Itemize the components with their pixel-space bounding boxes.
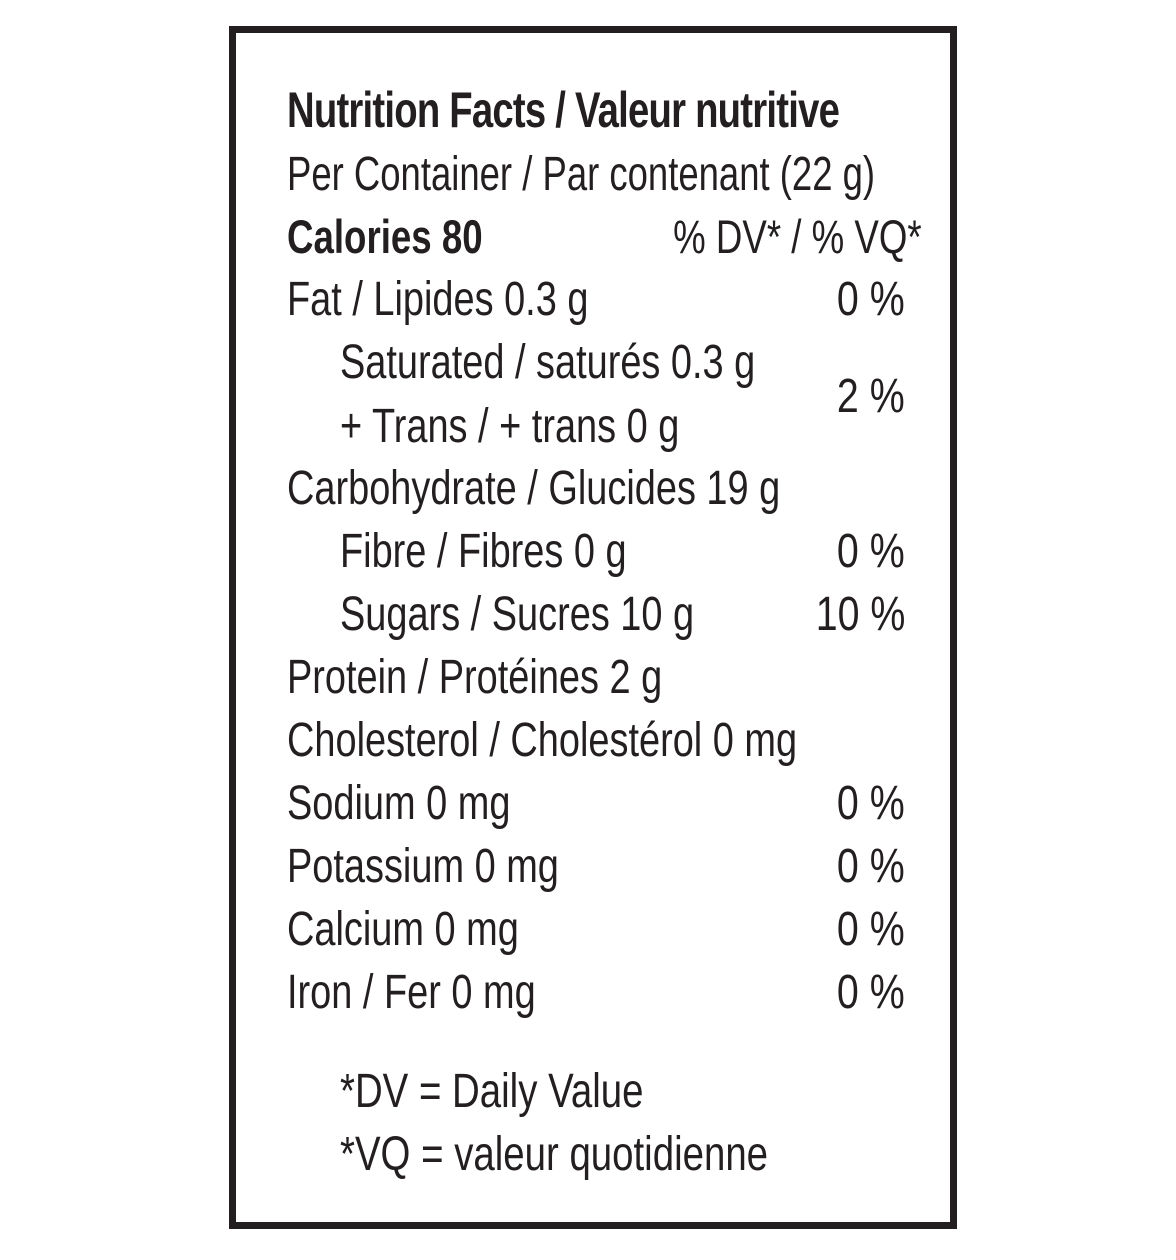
- nutrient-fibre-dv: 0 %: [837, 525, 905, 578]
- nutrient-fibre: Fibre / Fibres 0 g: [340, 525, 627, 578]
- nutrient-iron-dv: 0 %: [837, 966, 905, 1019]
- calories: Calories 80: [287, 210, 483, 263]
- label-title: Nutrition Facts / Valeur nutritive: [287, 82, 840, 138]
- nutrient-potassium-dv: 0 %: [837, 840, 905, 893]
- nutrient-saturated-trans-dv: 2 %: [837, 370, 905, 423]
- footnote-vq: *VQ = valeur quotidienne: [340, 1128, 769, 1181]
- nutrient-protein: Protein / Protéines 2 g: [287, 651, 663, 704]
- nutrient-sugars-dv: 10 %: [815, 588, 905, 641]
- nutrient-iron: Iron / Fer 0 mg: [287, 966, 536, 1019]
- nutrient-calcium-dv: 0 %: [837, 903, 905, 956]
- nutrient-sugars: Sugars / Sucres 10 g: [340, 588, 695, 641]
- nutrient-fat: Fat / Lipides 0.3 g: [287, 273, 589, 326]
- serving-size: Per Container / Par contenant (22 g): [287, 148, 876, 201]
- nutrient-cholesterol: Cholesterol / Cholestérol 0 mg: [287, 714, 798, 767]
- nutrient-sodium: Sodium 0 mg: [287, 777, 511, 830]
- nutrient-sodium-dv: 0 %: [837, 777, 905, 830]
- nutrient-saturated: Saturated / saturés 0.3 g: [340, 336, 756, 389]
- footnote-dv: *DV = Daily Value: [340, 1065, 644, 1118]
- nutrient-trans: + Trans / + trans 0 g: [340, 400, 680, 453]
- nutrition-label-border: [229, 26, 957, 1229]
- nutrient-carbohydrate: Carbohydrate / Glucides 19 g: [287, 462, 781, 515]
- nutrient-fat-dv: 0 %: [837, 273, 905, 326]
- daily-value-header: % DV* / % VQ*: [673, 210, 922, 263]
- nutrient-calcium: Calcium 0 mg: [287, 903, 519, 956]
- nutrient-potassium: Potassium 0 mg: [287, 840, 559, 893]
